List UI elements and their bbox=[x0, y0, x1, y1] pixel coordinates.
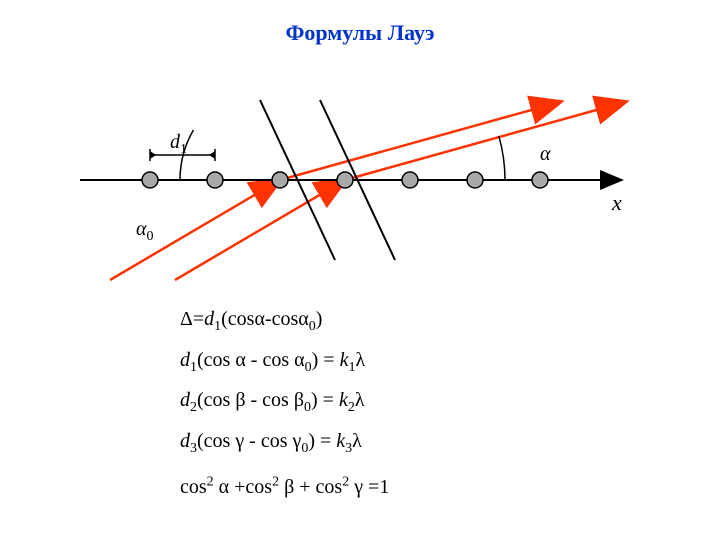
eq-d1: d1(cos α - cos α0) = k1λ bbox=[180, 341, 389, 382]
eq-d2: d2(cos β - cos β0) = k2λ bbox=[180, 381, 389, 422]
eq-cos2: cos2 α +cos2 β + cos2 γ =1 bbox=[180, 468, 389, 506]
svg-text:x: x bbox=[611, 190, 622, 215]
equations-block: Δ=d1(cosα-cosα0) d1(cos α - cos α0) = k1… bbox=[180, 300, 389, 506]
eq-d3: d3(cos γ - cos γ0) = k3λ bbox=[180, 422, 389, 463]
page-title: Формулы Лауэ bbox=[0, 20, 720, 46]
svg-text:d1: d1 bbox=[170, 131, 187, 157]
svg-text:α: α bbox=[540, 143, 551, 165]
svg-text:α0: α0 bbox=[136, 218, 154, 244]
eq-delta: Δ=d1(cosα-cosα0) bbox=[180, 300, 389, 341]
laue-diagram: d1 x α0 α bbox=[0, 60, 720, 300]
